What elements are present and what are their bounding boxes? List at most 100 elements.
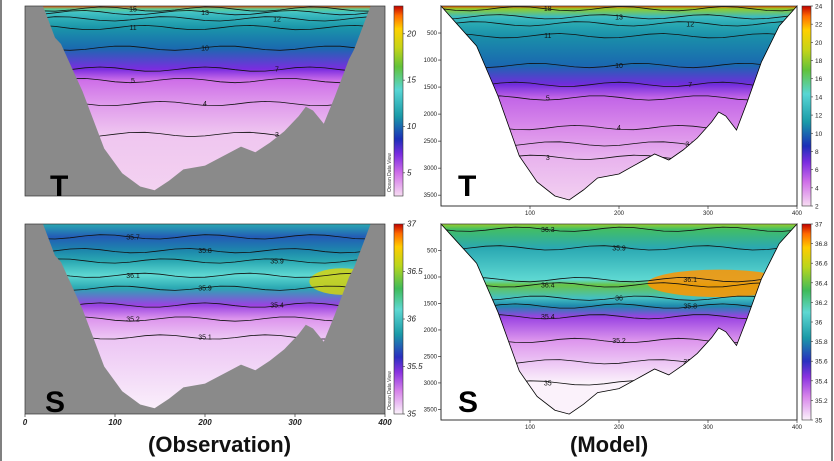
contour-line bbox=[24, 45, 386, 51]
panel-obs-salinity: 35.7 35.8 35.9 36.1 35.9 35.4 35.2 35.1 S 0 100 200… bbox=[23, 220, 423, 428]
colorbar bbox=[393, 5, 404, 197]
contour-line bbox=[440, 81, 798, 87]
contour-line bbox=[24, 24, 386, 31]
contour-line bbox=[440, 314, 798, 320]
y-tick-label: 1000 bbox=[424, 275, 438, 281]
colorbar-tick-label: 37 bbox=[407, 220, 416, 229]
x-tick-label: 0 bbox=[23, 418, 28, 427]
x-tick-label: 300 bbox=[703, 425, 714, 431]
panel-obs-temperature: 15 13 12 11 10 7 5 4 3 T 20 15 10 5 Ocean Data View bbox=[24, 5, 416, 203]
contour-label: 35.2 bbox=[126, 317, 140, 324]
y-tick-label: 2000 bbox=[424, 328, 438, 334]
contour-label: 12 bbox=[273, 16, 281, 23]
contour-line bbox=[440, 303, 798, 309]
contour-label: 35.9 bbox=[612, 245, 626, 252]
contour-label: 36.1 bbox=[683, 277, 697, 284]
colorbar-tick-label: 36 bbox=[815, 320, 823, 327]
contour-label: 35.8 bbox=[198, 248, 212, 255]
colorbar-tick-label: 20 bbox=[406, 29, 416, 38]
colorbar-tick-label: 8 bbox=[815, 149, 819, 156]
contour-line bbox=[440, 277, 798, 283]
y-tick-label: 2000 bbox=[424, 112, 438, 118]
y-tick-label: 2500 bbox=[424, 139, 438, 145]
panel-model-salinity: 36.335.936.136.43635.835.435.235.135S100… bbox=[424, 222, 828, 432]
x-tick-label: 100 bbox=[525, 211, 536, 217]
colorbar-tick-label: 2 bbox=[815, 204, 819, 211]
panel-letter: T bbox=[50, 170, 68, 203]
contour-line bbox=[440, 62, 798, 69]
contour-label: 35.8 bbox=[683, 304, 697, 311]
contour-label: 18 bbox=[544, 6, 552, 13]
contour-label: 36.4 bbox=[541, 282, 555, 289]
colorbar-tick-label: 5 bbox=[407, 168, 412, 177]
x-tick-label: 400 bbox=[792, 211, 803, 217]
contour-label: 35.7 bbox=[126, 234, 140, 241]
y-tick-label: 3000 bbox=[424, 381, 438, 387]
contour-line bbox=[24, 77, 386, 84]
colorbar-tick-label: 24 bbox=[815, 4, 823, 11]
x-tick-label: 400 bbox=[792, 425, 803, 431]
colorbar-tick-label: 4 bbox=[815, 185, 819, 192]
contour-label: 35.2 bbox=[612, 338, 626, 345]
contour-line bbox=[24, 248, 386, 254]
colorbar-tick-label: 12 bbox=[815, 113, 823, 120]
contour-label: 10 bbox=[201, 46, 209, 53]
caption-model: (Model) bbox=[570, 432, 649, 457]
contour-label: 5 bbox=[546, 95, 550, 102]
colorbar-tick-label: 35.8 bbox=[815, 339, 828, 346]
contour-line bbox=[440, 6, 798, 12]
contour-label: 4 bbox=[203, 101, 207, 108]
contour-line bbox=[24, 285, 386, 291]
right-slope bbox=[341, 224, 385, 338]
contour-label: 5 bbox=[131, 78, 135, 85]
bathymetry bbox=[25, 224, 385, 414]
contour-label: 3 bbox=[546, 155, 550, 162]
contour-label: 15 bbox=[129, 7, 137, 14]
contour-label: 35.1 bbox=[198, 334, 212, 341]
contour-label: 11 bbox=[544, 33, 551, 40]
contour-line bbox=[440, 21, 798, 27]
x-tick-label: 300 bbox=[288, 418, 302, 427]
contour-line bbox=[24, 10, 386, 16]
high-salinity-core bbox=[647, 269, 790, 298]
colorbar-tick-label: 37 bbox=[815, 222, 823, 229]
colorbar-tick-label: 36.8 bbox=[815, 241, 828, 248]
x-tick-label: 100 bbox=[108, 418, 122, 427]
left-slope bbox=[25, 224, 76, 338]
contour-label: 7 bbox=[275, 67, 279, 74]
colorbar-side-label: Ocean Data View bbox=[387, 371, 393, 410]
panel-letter: S bbox=[458, 386, 478, 419]
contour-label: 36.1 bbox=[126, 273, 140, 280]
caption-observation: (Observation) bbox=[148, 432, 292, 457]
colorbar-tick-label: 10 bbox=[815, 131, 823, 138]
contour-label: 35.4 bbox=[541, 314, 555, 321]
contour-line bbox=[24, 272, 386, 278]
colorbar-tick-label: 36.2 bbox=[815, 300, 828, 307]
x-tick-label: 400 bbox=[377, 418, 392, 427]
y-tick-label: 1500 bbox=[424, 301, 438, 307]
y-tick-label: 3500 bbox=[424, 193, 438, 199]
colorbar-side-label: Ocean Data View bbox=[387, 153, 393, 192]
contour-line bbox=[440, 226, 798, 232]
x-tick-label: 200 bbox=[197, 418, 212, 427]
colorbar-tick-label: 35.5 bbox=[407, 362, 423, 371]
left-slope bbox=[25, 6, 76, 120]
contour-line bbox=[24, 16, 386, 22]
contour-line bbox=[24, 302, 386, 308]
contour-label: 10 bbox=[615, 63, 623, 70]
y-tick-label: 1000 bbox=[424, 58, 438, 64]
plot-frame bbox=[24, 5, 386, 197]
colorbar-tick-label: 15 bbox=[407, 76, 416, 85]
x-tick-label: 100 bbox=[525, 425, 536, 431]
contour-label: 12 bbox=[686, 21, 694, 28]
colorbar-tick-label: 36 bbox=[407, 315, 416, 324]
colorbar-tick-label: 10 bbox=[407, 122, 416, 131]
contour-label: 35.4 bbox=[270, 303, 284, 310]
colorbar-tick-label: 36.6 bbox=[815, 261, 828, 268]
y-tick-label: 500 bbox=[427, 31, 438, 37]
colorbar-tick-label: 18 bbox=[815, 58, 823, 65]
colorbar-tick-label: 36.5 bbox=[407, 267, 423, 276]
colorbar bbox=[393, 223, 404, 415]
bathymetry bbox=[25, 6, 385, 196]
